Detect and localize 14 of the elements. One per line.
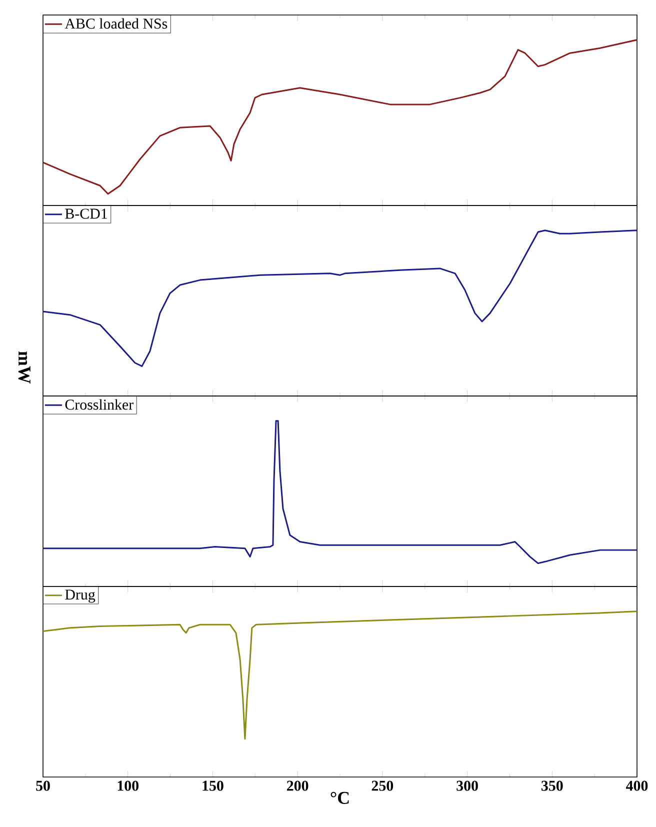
x-tick-label: 400 <box>626 780 648 791</box>
x-tick-label: 50 <box>36 780 50 791</box>
x-tick-label: 250 <box>372 780 394 791</box>
x-tick-label: 150 <box>202 780 224 791</box>
y-axis-title: mW <box>18 351 30 384</box>
legend-label: Drug <box>65 590 96 603</box>
legend-label: ABC loaded NSs <box>64 18 168 29</box>
legend-label: B-CD1 <box>65 208 107 219</box>
x-tick-label: 350 <box>542 780 563 791</box>
legend-label: Crosslinker <box>65 399 134 410</box>
x-tick-label: 200 <box>286 780 308 791</box>
x-tick-label: 100 <box>118 780 138 791</box>
x-tick-label: 300 <box>456 780 478 791</box>
x-axis-title: °C <box>330 792 349 804</box>
